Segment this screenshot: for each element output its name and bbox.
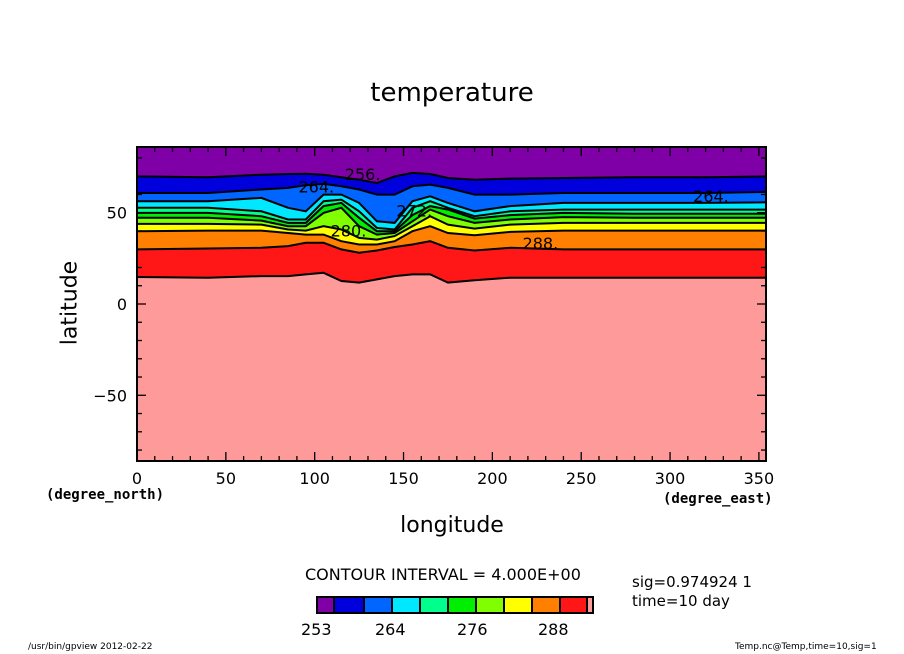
band-fill bbox=[137, 147, 766, 183]
contour-line-256 bbox=[136, 171, 767, 185]
contour-line-292 bbox=[136, 271, 766, 284]
x-tick-label: 350 bbox=[744, 469, 775, 488]
colorbar bbox=[316, 596, 594, 614]
y-axis-unit: (degree_north) bbox=[46, 487, 165, 503]
x-axis-unit: (degree_east) bbox=[663, 491, 773, 507]
colorbar-swatch bbox=[365, 598, 393, 612]
contour-label: 288. bbox=[523, 234, 559, 253]
x-tick-label: 300 bbox=[655, 469, 686, 488]
contour-label: 272. bbox=[396, 201, 432, 220]
y-tick-label: 50 bbox=[107, 204, 127, 223]
colorbar-swatch bbox=[449, 598, 477, 612]
colorbar-swatch bbox=[588, 598, 592, 612]
x-tick-label: 150 bbox=[388, 469, 419, 488]
contour-line-284 bbox=[136, 225, 766, 246]
colorbar-swatch bbox=[335, 598, 365, 612]
contour-label: 280. bbox=[331, 221, 367, 240]
colorbar-tick-label: 253 bbox=[301, 620, 332, 639]
contour-label: 264. bbox=[693, 187, 729, 206]
contour-line-260 bbox=[137, 182, 767, 196]
footer-source: Temp.nc@Temp,time=10,sig=1 bbox=[735, 642, 877, 652]
contour-line-276 bbox=[137, 206, 766, 236]
x-tick-label: 250 bbox=[566, 469, 597, 488]
x-axis-label: longitude bbox=[400, 513, 504, 538]
x-tick-label: 100 bbox=[299, 469, 330, 488]
x-tick-label: 200 bbox=[477, 469, 508, 488]
colorbar-swatch bbox=[505, 598, 533, 612]
x-tick-label: 50 bbox=[216, 469, 236, 488]
y-tick-label: 0 bbox=[117, 295, 127, 314]
y-tick-label: −50 bbox=[93, 386, 127, 405]
contour-label: 256. bbox=[345, 165, 381, 184]
colorbar-swatch bbox=[561, 598, 588, 612]
chart-title: temperature bbox=[370, 78, 534, 108]
colorbar-tick-label: 276 bbox=[457, 620, 488, 639]
colorbar-swatch bbox=[318, 598, 335, 612]
colorbar-swatch bbox=[421, 598, 449, 612]
contour-line-272 bbox=[137, 201, 766, 233]
colorbar-swatch bbox=[393, 598, 421, 612]
time-info: time=10 day bbox=[632, 592, 730, 610]
colorbar-swatch bbox=[477, 598, 505, 612]
contour-line-268 bbox=[137, 198, 766, 231]
x-tick-label: 0 bbox=[132, 469, 142, 488]
contour-interval-label: CONTOUR INTERVAL = 4.000E+00 bbox=[305, 565, 581, 584]
footer-program: /usr/bin/gpview 2012-02-22 bbox=[28, 642, 153, 652]
contour-label: 264. bbox=[298, 178, 334, 197]
contour-line-280 bbox=[137, 215, 766, 241]
contour-line-288 bbox=[136, 240, 766, 254]
colorbar-tick-label: 288 bbox=[538, 620, 569, 639]
sig-info: sig=0.974924 1 bbox=[632, 573, 752, 591]
colorbar-swatch bbox=[533, 598, 561, 612]
colorbar-tick-label: 264 bbox=[375, 620, 406, 639]
y-axis-label: latitude bbox=[57, 260, 83, 346]
contour-line-264 bbox=[137, 193, 767, 224]
